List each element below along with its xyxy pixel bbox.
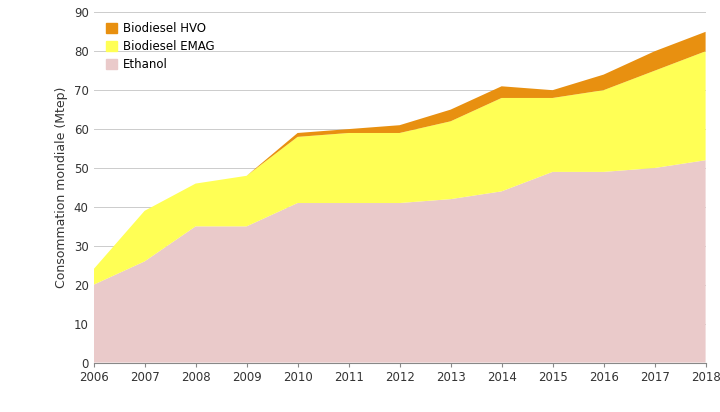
Legend: Biodiesel HVO, Biodiesel EMAG, Ethanol: Biodiesel HVO, Biodiesel EMAG, Ethanol (106, 22, 215, 71)
Y-axis label: Consommation mondiale (Mtep): Consommation mondiale (Mtep) (55, 87, 68, 288)
